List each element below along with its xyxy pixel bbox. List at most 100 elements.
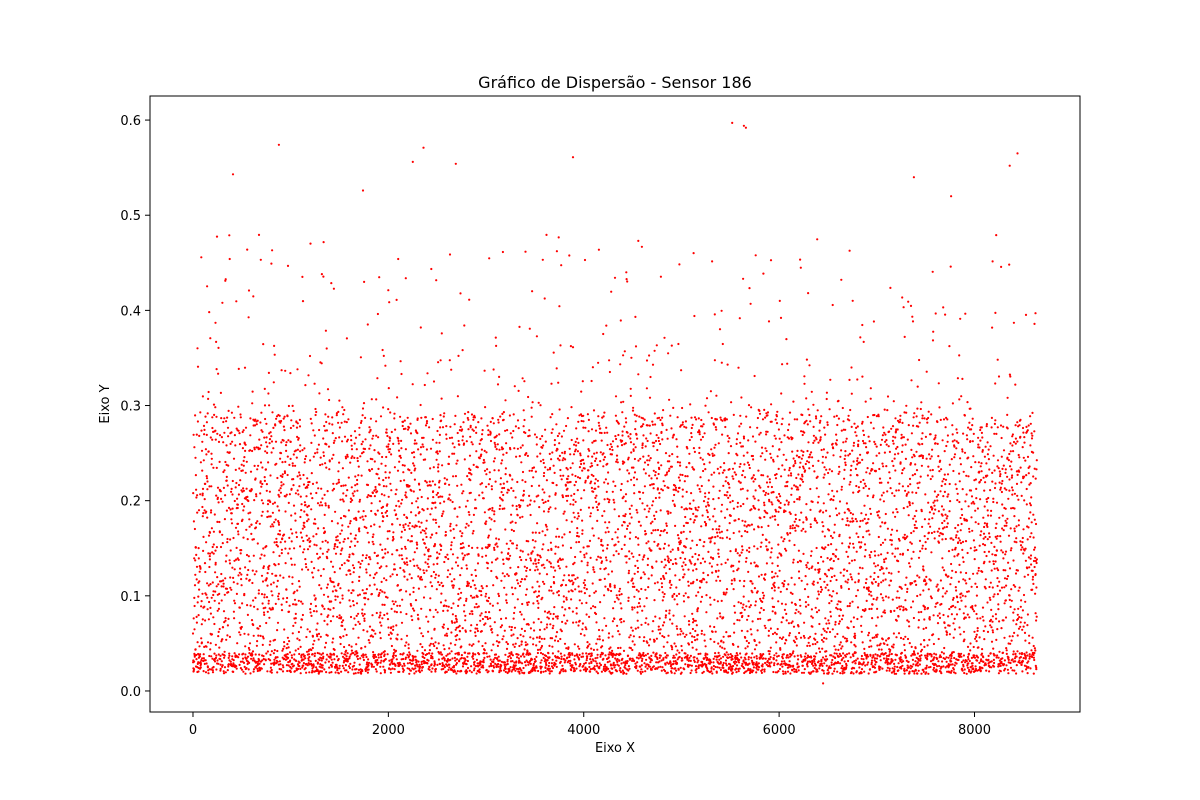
scatter-point: [524, 664, 527, 667]
scatter-point: [476, 595, 479, 598]
scatter-point: [206, 608, 209, 611]
scatter-point: [540, 646, 543, 649]
scatter-point: [591, 582, 594, 585]
scatter-point: [243, 505, 246, 508]
scatter-point: [267, 371, 270, 374]
scatter-point: [361, 559, 364, 562]
scatter-point: [252, 668, 256, 671]
scatter-point: [200, 600, 203, 603]
scatter-point: [548, 667, 552, 670]
scatter-point: [353, 517, 356, 520]
scatter-point: [471, 596, 474, 599]
scatter-point: [638, 497, 642, 500]
scatter-point: [290, 667, 293, 670]
scatter-point: [650, 549, 653, 552]
scatter-point: [623, 350, 626, 353]
scatter-point: [637, 602, 641, 605]
scatter-point: [277, 598, 280, 601]
scatter-point: [209, 511, 213, 514]
scatter-point: [326, 541, 329, 544]
scatter-point: [595, 500, 598, 503]
scatter-point: [278, 660, 281, 663]
scatter-point: [634, 428, 637, 431]
scatter-point: [273, 638, 277, 641]
scatter-point: [502, 482, 505, 485]
scatter-point: [214, 406, 217, 409]
scatter-point: [289, 670, 292, 674]
scatter-point: [448, 647, 451, 650]
scatter-point: [251, 402, 254, 405]
scatter-point: [373, 653, 377, 657]
scatter-point: [472, 513, 475, 517]
scatter-point: [671, 453, 674, 456]
scatter-point: [443, 666, 446, 669]
scatter-point: [483, 461, 486, 464]
scatter-point: [658, 656, 661, 660]
scatter-point: [646, 563, 649, 567]
scatter-point: [269, 525, 272, 528]
scatter-point: [304, 667, 307, 670]
scatter-point: [677, 476, 681, 479]
scatter-point: [255, 644, 258, 647]
scatter-point: [280, 609, 284, 612]
scatter-point: [420, 495, 423, 499]
scatter-point: [302, 539, 305, 543]
scatter-point: [310, 441, 313, 444]
scatter-point: [445, 433, 448, 436]
scatter-point: [282, 533, 286, 536]
scatter-point: [417, 520, 420, 523]
scatter-point: [657, 439, 661, 443]
scatter-point: [510, 652, 513, 655]
scatter-point: [322, 451, 325, 454]
scatter-point: [367, 494, 370, 497]
scatter-point: [285, 600, 288, 604]
scatter-point: [231, 440, 234, 443]
scatter-point: [611, 538, 614, 541]
scatter-point: [606, 543, 609, 547]
scatter-point: [598, 662, 601, 665]
scatter-point: [350, 439, 353, 442]
scatter-point: [383, 650, 386, 653]
scatter-point: [251, 653, 254, 656]
scatter-point: [545, 663, 548, 667]
scatter-point: [464, 526, 467, 529]
scatter-point: [371, 614, 374, 617]
scatter-point: [666, 654, 669, 657]
scatter-point: [537, 606, 540, 610]
scatter-point: [383, 669, 387, 672]
scatter-point: [326, 583, 329, 586]
scatter-point: [327, 548, 330, 551]
scatter-point: [408, 661, 412, 665]
scatter-point: [247, 646, 250, 650]
scatter-point: [249, 604, 252, 607]
scatter-point: [348, 555, 351, 559]
scatter-point: [551, 413, 554, 416]
scatter-point: [338, 614, 341, 617]
scatter-point: [474, 631, 477, 634]
scatter-point: [467, 552, 470, 556]
scatter-point: [368, 447, 371, 450]
scatter-point: [642, 468, 646, 471]
scatter-point: [358, 500, 361, 503]
scatter-point: [390, 626, 393, 629]
scatter-point: [523, 671, 526, 674]
scatter-point: [366, 323, 369, 326]
scatter-point: [451, 452, 454, 455]
scatter-point: [509, 521, 512, 524]
scatter-point: [273, 501, 276, 504]
scatter-point: [575, 444, 578, 447]
scatter-point: [604, 478, 608, 481]
scatter-point: [298, 661, 301, 664]
scatter-point: [406, 428, 410, 431]
scatter-point: [610, 652, 613, 655]
scatter-point: [246, 613, 249, 617]
scatter-point: [220, 660, 223, 663]
scatter-point: [254, 477, 257, 480]
scatter-point: [644, 472, 647, 475]
scatter-point: [624, 500, 627, 503]
scatter-point: [283, 641, 286, 644]
scatter-point: [259, 258, 262, 261]
scatter-point: [636, 611, 639, 614]
scatter-point: [260, 429, 263, 432]
scatter-point: [223, 593, 226, 596]
